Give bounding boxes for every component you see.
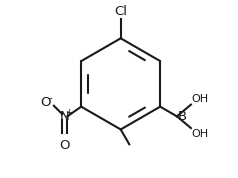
Text: +: + [65,108,73,117]
Text: -: - [49,93,52,103]
Text: N: N [60,110,69,123]
Text: OH: OH [192,94,209,104]
Text: O: O [40,96,50,109]
Text: Cl: Cl [114,5,127,18]
Text: OH: OH [192,129,209,139]
Text: O: O [59,138,70,151]
Text: B: B [178,110,187,123]
